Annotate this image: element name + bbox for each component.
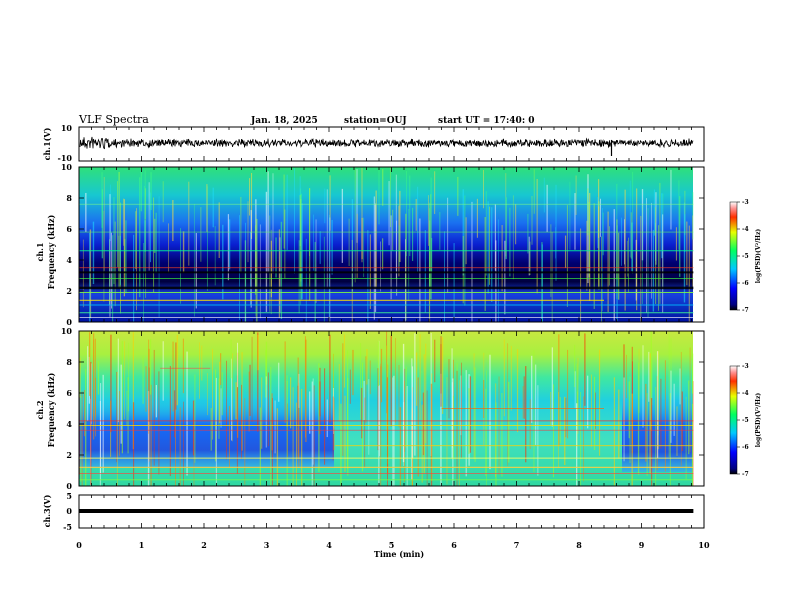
x-tick-label: 7 <box>514 540 520 550</box>
x-tick-label: 8 <box>576 540 582 550</box>
colorbar-tick-label: -3 <box>742 363 749 370</box>
wf1-ylabel: ch.1(V) <box>42 127 52 160</box>
x-tick-label: 3 <box>264 540 270 550</box>
time-axis-labels: 0 1 2 3 4 5 6 7 8 9 10 <box>76 540 710 550</box>
colorbar-tick-label: -3 <box>742 199 749 206</box>
y-tick-label: 4 <box>66 255 72 265</box>
y-tick-label: 6 <box>66 224 72 234</box>
wf3-ytick-bottom: -5 <box>63 522 72 532</box>
wf3-ytick-mid: 0 <box>66 506 72 516</box>
spectrogram-ch1-image <box>79 167 693 322</box>
colorbar-tick-label: -5 <box>742 253 749 260</box>
x-tick-label: 10 <box>698 540 710 550</box>
station-label: station=OUJ <box>344 116 407 126</box>
x-tick-label: 9 <box>639 540 645 550</box>
y-tick-label: 10 <box>61 326 73 336</box>
y-tick-label: 8 <box>66 357 72 367</box>
time-axis-ticks <box>78 127 705 528</box>
y-tick-label: 2 <box>66 286 72 296</box>
x-tick-label: 2 <box>201 540 207 550</box>
colorbar-tick-label: -7 <box>742 307 749 314</box>
colorbar-tick-label: -4 <box>742 226 749 233</box>
y-tick-label: 4 <box>66 419 72 429</box>
figure-title: VLF Spectra <box>78 113 149 126</box>
y-tick-label: 6 <box>66 388 72 398</box>
waveform-ch1-trace <box>79 136 694 150</box>
spec2-ylabel: Frequency (kHz) <box>46 372 56 447</box>
x-tick-label: 6 <box>451 540 457 550</box>
colorbar-tick-label: -6 <box>742 444 749 451</box>
start-time-label: start UT = 17:40: 0 <box>438 116 535 126</box>
spectrogram-ch1-texture <box>79 167 694 322</box>
colorbar-tick-label: -6 <box>742 280 749 287</box>
spec1-ylabel: Frequency (kHz) <box>46 214 56 289</box>
colorbar-ch2-label: log(PSD)(V²/Hz) <box>755 393 762 448</box>
y-tick-label: 0 <box>66 317 72 327</box>
spec1-channel-label: ch.1 <box>35 242 45 261</box>
wf3-ylabel: ch.3(V) <box>42 494 52 527</box>
time-axis-label: Time (min) <box>374 549 424 559</box>
y-tick-label: 8 <box>66 193 72 203</box>
wf1-ytick-top: 10 <box>61 123 73 133</box>
y-tick-label: 2 <box>66 450 72 460</box>
colorbar-tick-label: -7 <box>742 471 749 478</box>
x-tick-label: 4 <box>326 540 332 550</box>
x-tick-label: 5 <box>389 540 395 550</box>
x-tick-label: 0 <box>76 540 82 550</box>
y-tick-label: 10 <box>61 162 73 172</box>
colorbar-ch1-label: log(PSD)(V²/Hz) <box>755 229 762 284</box>
colorbar-ch2 <box>729 365 738 475</box>
spectrogram-ch2-texture <box>78 331 694 486</box>
x-tick-label: 1 <box>139 540 145 550</box>
y-tick-label: 0 <box>66 481 72 491</box>
waveform-ch1-panel: 10 -10 ch.1(V) <box>42 123 705 163</box>
wf3-ytick-top: 5 <box>66 491 72 501</box>
colorbar-ch1 <box>729 201 738 311</box>
colorbar-tick-label: -5 <box>742 417 749 424</box>
date-label: Jan. 18, 2025 <box>250 116 318 126</box>
colorbar-tick-label: -4 <box>742 390 749 397</box>
spec2-channel-label: ch.2 <box>35 400 45 419</box>
wf1-ytick-bottom: -10 <box>58 153 73 163</box>
